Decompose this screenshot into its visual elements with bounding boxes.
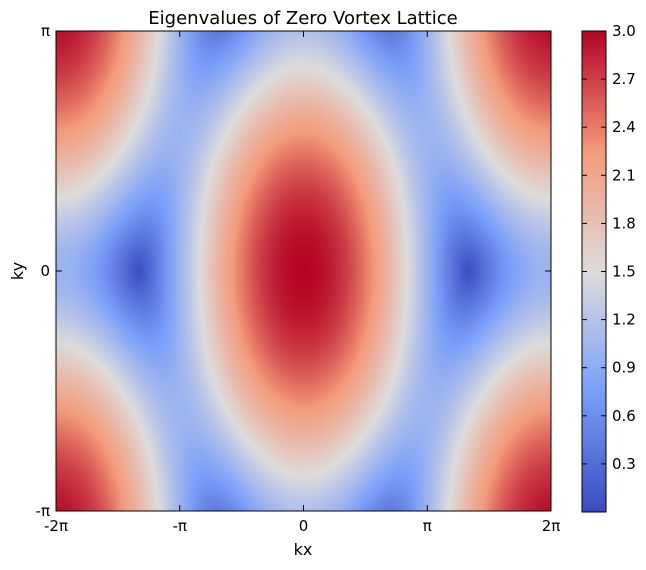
colorbar-tick-label: 0.3: [612, 455, 636, 473]
colorbar-tick-label: 1.8: [612, 214, 636, 232]
x-tick-label: π: [423, 517, 432, 535]
x-tick-label: 0: [299, 517, 309, 535]
colorbar-tick-label: 1.2: [612, 311, 636, 329]
colorbar-tick-label: 2.1: [612, 166, 636, 184]
x-axis-ticks: -2π -π 0 π 2π: [44, 31, 560, 535]
colorbar-tick-label: 2.4: [612, 118, 636, 136]
y-tick-label: 0: [40, 262, 50, 280]
colorbar-tick-label: 1.5: [612, 263, 636, 281]
heatmap-image: [56, 31, 551, 511]
colorbar-tick-label: 0.9: [612, 359, 636, 377]
x-tick-label: -2π: [44, 517, 68, 535]
colorbar-ticks: 0.3 0.6 0.9 1.2 1.5 1.8 2.1 2.4 2.7 3.0: [582, 22, 636, 473]
y-axis-label: ky: [8, 262, 27, 280]
x-tick-label: 2π: [542, 517, 561, 535]
y-axis-ticks: -π 0 π: [36, 22, 551, 520]
x-axis-label: kx: [294, 540, 313, 559]
colorbar-tick-label: 3.0: [612, 22, 636, 40]
colorbar-tick-label: 0.6: [612, 407, 636, 425]
chart-title: Eigenvalues of Zero Vortex Lattice: [148, 8, 457, 29]
colorbar-tick-label: 2.7: [612, 70, 636, 88]
plot-frame: [55, 30, 552, 512]
y-tick-label: -π: [36, 502, 50, 520]
y-tick-label: π: [41, 22, 50, 40]
x-tick-label: -π: [173, 517, 187, 535]
